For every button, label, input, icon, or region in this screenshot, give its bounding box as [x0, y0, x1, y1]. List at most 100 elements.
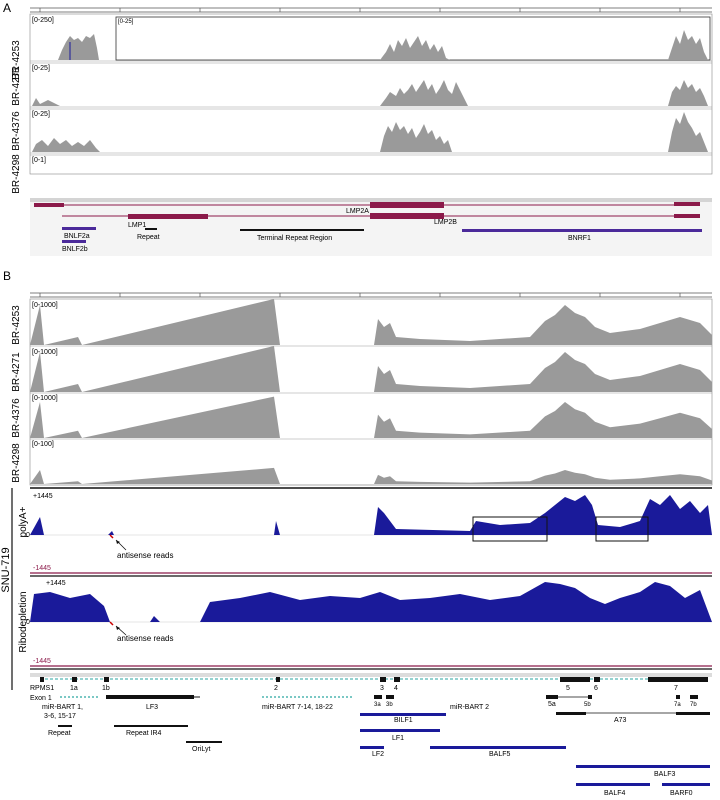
label-1a: 1a	[70, 685, 78, 692]
label-3a: 3a	[374, 702, 381, 708]
terminal-repeat-region	[240, 229, 364, 231]
polya-zero: 0	[26, 532, 30, 539]
track-range-b2: [0-1000]	[32, 349, 58, 356]
label-lmp2a: LMP2A	[346, 208, 369, 215]
label-exon1: Exon 1	[30, 695, 52, 702]
repeat-region	[145, 228, 157, 230]
coverage-cluster-a2	[380, 80, 468, 106]
balf5-gene	[430, 746, 566, 749]
repeat-ir4	[114, 725, 188, 727]
antisense-label-1: antisense reads	[117, 551, 173, 560]
label-6: 6	[594, 685, 598, 692]
label-4: 4	[394, 685, 398, 692]
coverage-peak-a2-right	[668, 80, 708, 106]
label-7b: 7b	[690, 702, 697, 708]
panel-a-track-frame	[29, 13, 713, 175]
coverage-left-a3	[32, 138, 100, 152]
lmp1-gene	[128, 214, 208, 219]
label-barf0: BARF0	[670, 790, 693, 797]
panel-b-ruler	[30, 292, 712, 298]
track-label-b2: BR-4271	[11, 352, 22, 392]
a73-exon-a	[556, 712, 586, 715]
track-range-a2: [0-25]	[32, 65, 50, 72]
balf4-gene	[576, 783, 650, 786]
label-mirbart1: miR-BART 1,	[42, 704, 83, 711]
label-7: 7	[674, 685, 678, 692]
balf3-gene	[576, 765, 710, 768]
label-lf1: LF1	[392, 735, 404, 742]
coverage-peak-a1-right	[668, 30, 708, 60]
label-lf3: LF3	[146, 704, 158, 711]
highlight-box-2	[595, 516, 649, 542]
coverage-peak-a3-right	[668, 112, 708, 152]
coverage-track-b2	[30, 346, 712, 392]
label-5b: 5b	[584, 702, 591, 708]
repeat-b	[58, 725, 72, 727]
label-bnlf2a: BNLF2a	[64, 233, 90, 240]
label-bnrf1: BNRF1	[568, 235, 591, 242]
bnrf1-gene	[462, 229, 702, 232]
label-repeat-b: Repeat	[48, 730, 71, 737]
track-range-a4: [0-1]	[32, 157, 46, 164]
label-2: 2	[274, 685, 278, 692]
coverage-track-b4	[30, 467, 712, 484]
label-mirbart1b: 3-6, 15-17	[44, 713, 76, 720]
track-label-b3: BR-4376	[11, 398, 22, 438]
label-trr: Terminal Repeat Region	[257, 235, 332, 242]
ribo-coverage	[30, 582, 712, 622]
label-3b: 3b	[386, 702, 393, 708]
ribo-minus: -1445	[33, 658, 51, 665]
track-label-b4: BR-4298	[11, 443, 22, 483]
label-1b: 1b	[102, 685, 110, 692]
bnlf2a-gene	[62, 227, 96, 230]
polya-minus: -1445	[33, 565, 51, 572]
highlight-box-1	[472, 516, 548, 542]
label-mirbart7: miR-BART 7-14, 18-22	[262, 704, 333, 711]
track-range-a3: [0-25]	[32, 111, 50, 118]
label-orilyt: OriLyt	[192, 746, 210, 753]
track-range-b1: [0-1000]	[32, 302, 58, 309]
track-range-b3: [0-1000]	[32, 395, 58, 402]
panel-a-gene-track: LMP2A LMP1 LMP2B BNLF2a BNLF2b Repeat Te…	[30, 198, 712, 256]
coverage-peak-a1	[58, 34, 99, 60]
track-label-a3: BR-4376	[11, 111, 22, 151]
label-mirbart2: miR-BART 2	[450, 704, 489, 711]
track-label-b1: BR-4253	[11, 305, 22, 345]
barf0-gene	[662, 783, 710, 786]
label-3: 3	[380, 685, 384, 692]
antisense-label-2: antisense reads	[117, 634, 173, 643]
label-rpms1: RPMS1	[30, 685, 54, 692]
polya-coverage	[30, 495, 712, 535]
orilyt-region	[186, 741, 222, 743]
lf2-gene	[360, 746, 384, 749]
panel-b-letter: B	[3, 269, 11, 283]
label-ribo: Ribodepletion	[18, 591, 29, 652]
a73-exon-b	[676, 712, 710, 715]
label-5a: 5a	[548, 701, 556, 708]
coverage-cluster-a3	[380, 122, 452, 152]
track-range-b4: [0-100]	[32, 441, 54, 448]
lf3-gene	[106, 695, 194, 699]
antisense-mark-2	[109, 621, 114, 626]
track-range-a1: [0-250]	[32, 17, 54, 24]
inset-range: [0-25]	[118, 19, 134, 25]
label-snu719: SNU-719	[0, 547, 12, 592]
track-label-a4: BR-4298	[11, 154, 22, 194]
label-lmp1: LMP1	[128, 222, 146, 229]
panel-b-gene-track: RPMS1 1a 1b 2 3 4 5 6 7 Exon 1 miR-BART …	[30, 673, 712, 797]
track-label-a2: BR-4271	[11, 66, 22, 106]
polya-plus: +1445	[33, 493, 53, 500]
panel-a-letter: A	[3, 1, 11, 15]
label-bnlf2b: BNLF2b	[62, 246, 88, 253]
bilf1-gene	[360, 713, 446, 716]
label-lmp2b: LMP2B	[434, 219, 457, 226]
coverage-track-b1	[30, 299, 712, 345]
label-balf5: BALF5	[489, 751, 511, 758]
ribo-plus: +1445	[46, 580, 66, 587]
ribo-zero: 0	[26, 619, 30, 626]
coverage-low-a2	[32, 98, 60, 106]
label-ir4: Repeat IR4	[126, 730, 162, 737]
track-label-a1: BR-4253	[11, 40, 22, 80]
lf1-gene	[360, 729, 440, 732]
